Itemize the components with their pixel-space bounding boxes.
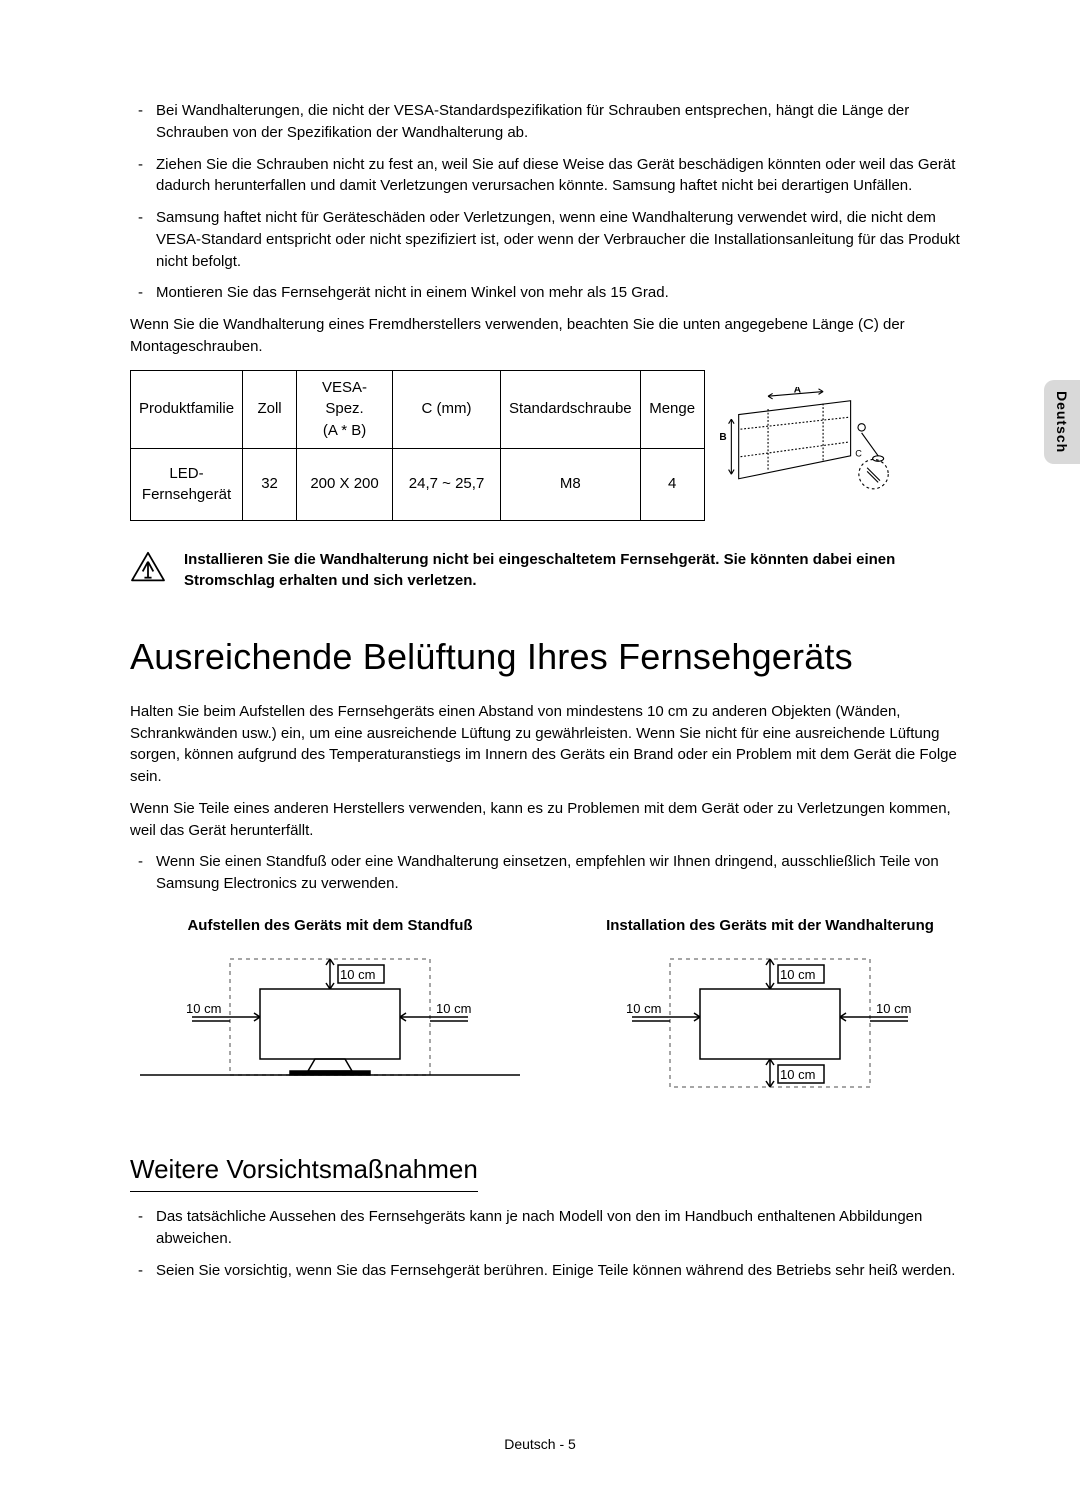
diagram-wall: Installation des Geräts mit der Wandhalt… [570,915,970,1104]
vesa-spec-table: Produktfamilie Zoll VESA-Spez. (A * B) C… [130,370,904,521]
svg-text:10 cm: 10 cm [186,1001,221,1016]
svg-text:C: C [855,448,862,458]
ventilation-p1: Halten Sie beim Aufstellen des Fernsehge… [130,701,970,788]
precautions-heading: Weitere Vorsichtsmaßnahmen [130,1151,478,1192]
diagram-wall-caption: Installation des Geräts mit der Wandhalt… [570,915,970,937]
warning-triangle-icon [130,551,166,583]
th-c: C (mm) [393,370,501,448]
td-vesa: 200 X 200 [297,448,393,520]
td-screw: M8 [501,448,641,520]
td-qty: 4 [640,448,704,520]
th-vesa: VESA-Spez. (A * B) [297,370,393,448]
diagram-stand-icon: 10 cm 10 cm 10 cm [130,947,530,1097]
th-inches: Zoll [243,370,297,448]
svg-text:B: B [719,432,726,443]
ventilation-diagrams: Aufstellen des Geräts mit dem Standfuß [130,915,970,1104]
intro-paragraph: Wenn Sie die Wandhalterung eines Fremdhe… [130,314,970,358]
svg-text:10 cm: 10 cm [780,967,815,982]
intro-bullet: Samsung haftet nicht für Geräteschäden o… [130,207,970,272]
diagram-wall-icon: 10 cm 10 cm 10 cm 10 cm [570,947,970,1097]
precaution-bullet: Das tatsächliche Aussehen des Fernsehger… [130,1206,970,1250]
svg-text:10 cm: 10 cm [436,1001,471,1016]
svg-text:A: A [793,387,801,396]
page-footer: Deutsch - 5 [0,1434,1080,1454]
intro-bullet: Bei Wandhalterungen, die nicht der VESA-… [130,100,970,144]
language-tab: Deutsch [1044,380,1080,464]
precautions-list: Das tatsächliche Aussehen des Fernsehger… [130,1206,970,1281]
intro-bullet: Ziehen Sie die Schrauben nicht zu fest a… [130,154,970,198]
th-qty: Menge [640,370,704,448]
td-inches: 32 [243,448,297,520]
vesa-diagram-icon: A B C [713,387,896,497]
td-c: 24,7 ~ 25,7 [393,448,501,520]
intro-bullet: Montieren Sie das Fernsehgerät nicht in … [130,282,970,304]
svg-text:10 cm: 10 cm [780,1067,815,1082]
precaution-bullet: Seien Sie vorsichtig, wenn Sie das Ferns… [130,1260,970,1282]
svg-text:10 cm: 10 cm [340,967,375,982]
vesa-diagram-cell: A B C [704,370,904,520]
ventilation-bullet: Wenn Sie einen Standfuß oder eine Wandha… [130,851,970,895]
diagram-stand: Aufstellen des Geräts mit dem Standfuß [130,915,530,1104]
warning-block: Installieren Sie die Wandhalterung nicht… [130,549,970,591]
th-family: Produktfamilie [131,370,243,448]
ventilation-heading: Ausreichende Belüftung Ihres Fernsehgerä… [130,631,970,683]
diagram-stand-caption: Aufstellen des Geräts mit dem Standfuß [130,915,530,937]
svg-text:10 cm: 10 cm [876,1001,911,1016]
th-screw: Standardschraube [501,370,641,448]
warning-text: Installieren Sie die Wandhalterung nicht… [184,549,970,591]
svg-text:10 cm: 10 cm [626,1001,661,1016]
td-family: LED- Fernsehgerät [131,448,243,520]
ventilation-p2: Wenn Sie Teile eines anderen Herstellers… [130,798,970,842]
intro-bullet-list: Bei Wandhalterungen, die nicht der VESA-… [130,100,970,304]
ventilation-bullets: Wenn Sie einen Standfuß oder eine Wandha… [130,851,970,895]
